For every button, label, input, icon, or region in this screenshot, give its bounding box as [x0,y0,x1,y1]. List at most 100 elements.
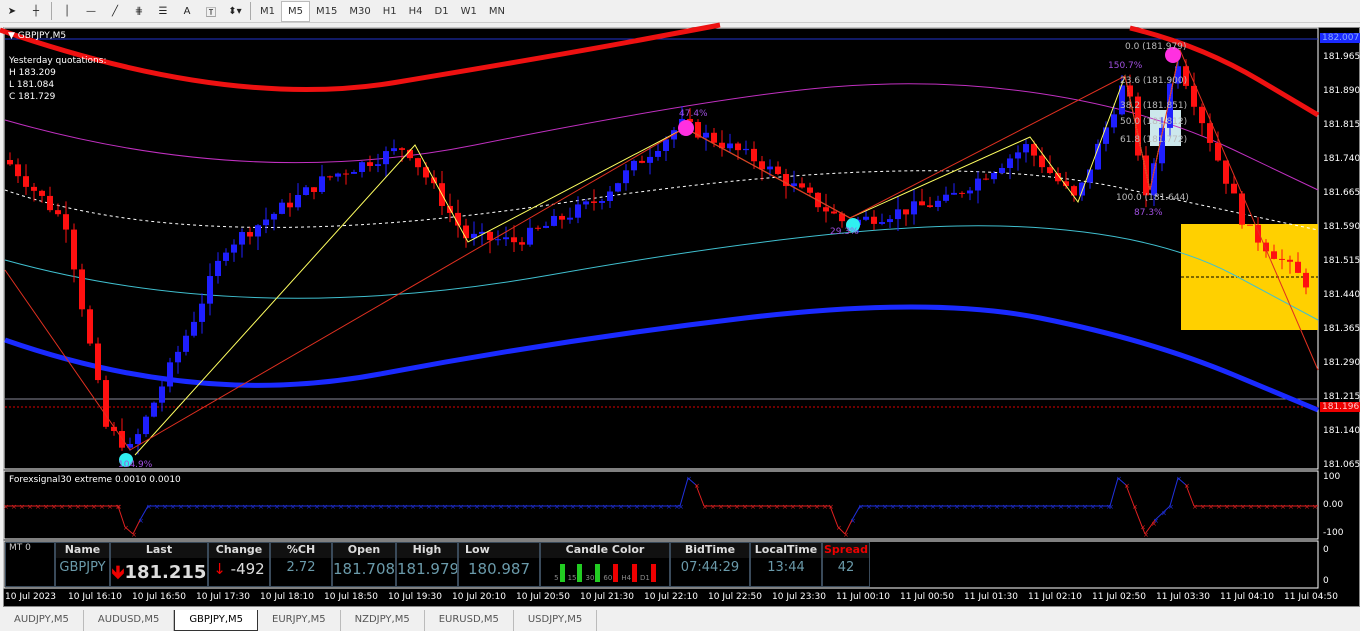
indicator-x-marker: × [806,503,812,511]
candle-body [799,183,805,188]
indicator-x-marker: × [914,503,920,511]
timeframe-w1[interactable]: W1 [460,5,477,17]
candle-body [271,213,277,220]
time-tick: 10 Jul 2023 [5,592,56,602]
time-tick: 10 Jul 20:50 [516,592,570,602]
time-tick: 11 Jul 04:10 [1220,592,1274,602]
indicator-x-marker: × [718,503,724,511]
indicator-x-marker: × [1208,503,1214,511]
indicator-x-marker: × [1192,503,1198,511]
text-icon[interactable]: A [183,5,191,17]
candle-body [95,343,101,381]
timeframe-h4[interactable]: H4 [408,5,423,17]
symbol-title[interactable]: ▼ GBPJPY,M5 [8,31,66,41]
trendline-icon[interactable]: ╱ [111,5,119,17]
toolbar: ➤ ┼ │ — ╱ ⋕ ☰ A 🅃 ⬍▾ M1 M5 M15 M30 H1 H4 D1 W1 M… [0,0,1360,23]
candle-body [767,166,773,170]
tf-label: H4 [621,574,632,582]
cursor-icon[interactable]: ➤ [7,5,17,17]
arrows-icon[interactable]: ⬍▾ [228,5,242,17]
tab-eurjpy-m5[interactable]: EURJPY,M5 [258,610,341,631]
timeframe-m30[interactable]: M30 [349,5,371,17]
indicator-x-marker: × [634,503,640,511]
value-low: 180.987 [467,560,531,578]
indicator-x-marker: × [734,503,740,511]
candle-body [263,219,269,226]
indicator-line [687,477,697,486]
timeframe-mn[interactable]: MN [488,5,505,17]
fibonacci-fan-icon[interactable]: ⋕ [134,5,144,17]
indicator-x-marker: × [798,503,804,511]
candle-body [831,211,837,214]
dropdown-triangle-icon[interactable]: ▼ [8,31,15,41]
indicator-x-marker: × [994,503,1000,511]
text-label-icon[interactable]: 🅃 [206,7,216,19]
indicator-x-marker: × [162,503,168,511]
indicator-x-marker: × [790,503,796,511]
vertical-line-icon[interactable]: │ [63,5,71,17]
fibonacci-retracement-icon[interactable]: ☰ [158,5,168,17]
indicator-x-marker: × [1151,520,1157,528]
indicator-x-marker: × [666,503,672,511]
candle-body [295,194,301,208]
indicator-x-marker: × [19,503,25,511]
candle-body [1039,155,1045,168]
tab-audjpy-m5[interactable]: AUDJPY,M5 [0,610,84,631]
candle-body [351,171,357,174]
indicator-x-marker: × [978,503,984,511]
yesterday-low: L 181.084 [9,80,55,90]
indicator-x-marker: × [702,503,708,511]
indicator-x-marker: × [874,503,880,511]
indicator-x-marker: × [490,503,496,511]
candle-body [1047,167,1053,174]
candle-body [911,201,917,215]
time-tick: 10 Jul 23:30 [772,592,826,602]
candle-body [887,219,893,223]
indicator-x-marker: × [51,503,57,511]
candle-body [783,174,789,187]
candle-body [279,202,285,214]
chart-tabs: AUDJPY,M5 AUDUSD,M5 GBPJPY,M5 EURJPY,M5 NZDJ… [0,610,1360,631]
timeframe-m15[interactable]: M15 [316,5,338,17]
indicator-x-marker: × [694,482,700,490]
tab-nzdjpy-m5[interactable]: NZDJPY,M5 [341,610,425,631]
tab-eurusd-m5[interactable]: EURUSD,M5 [425,610,514,631]
price-tick: 181.365 [1323,324,1360,334]
indicator-x-marker: × [1124,482,1130,490]
candle-body [15,164,21,177]
candle-body [599,201,605,203]
candle-body [607,191,613,202]
candle-body [375,164,381,166]
tab-usdjpy-m5[interactable]: USDJPY,M5 [514,610,598,631]
timeframe-m5[interactable]: M5 [281,0,310,22]
tab-gbpjpy-m5[interactable]: GBPJPY,M5 [174,610,258,631]
time-tick: 10 Jul 22:50 [708,592,762,602]
candle-body [647,156,653,163]
candle-body [215,260,221,277]
candle-body [1055,173,1061,182]
indicator-x-marker: × [178,503,184,511]
candle-body [719,142,725,149]
tf-label: D1 [640,574,650,582]
timeframe-d1[interactable]: D1 [434,5,449,17]
indicator-x-marker: × [482,503,488,511]
indicator-x-marker: × [322,503,328,511]
timeframe-m1[interactable]: M1 [260,5,275,17]
time-tick: 10 Jul 18:50 [324,592,378,602]
indicator-x-marker: × [1098,503,1104,511]
indicator-x-marker: × [1026,503,1032,511]
indicator-x-marker: × [1090,503,1096,511]
indicator-x-marker: × [210,503,216,511]
indicator-x-marker: × [1034,503,1040,511]
tab-audusd-m5[interactable]: AUDUSD,M5 [84,610,175,631]
crosshair-icon[interactable]: ┼ [32,5,40,17]
bid-price-label: 181.196 [1320,402,1360,412]
down-arrow-icon: ↓ [213,560,226,578]
horizontal-line-icon[interactable]: — [86,5,96,17]
price-tick: 181.740 [1323,154,1360,164]
candle-body [567,217,573,220]
candle-body [87,309,93,344]
timeframe-h1[interactable]: H1 [382,5,397,17]
candle-body [791,183,797,187]
